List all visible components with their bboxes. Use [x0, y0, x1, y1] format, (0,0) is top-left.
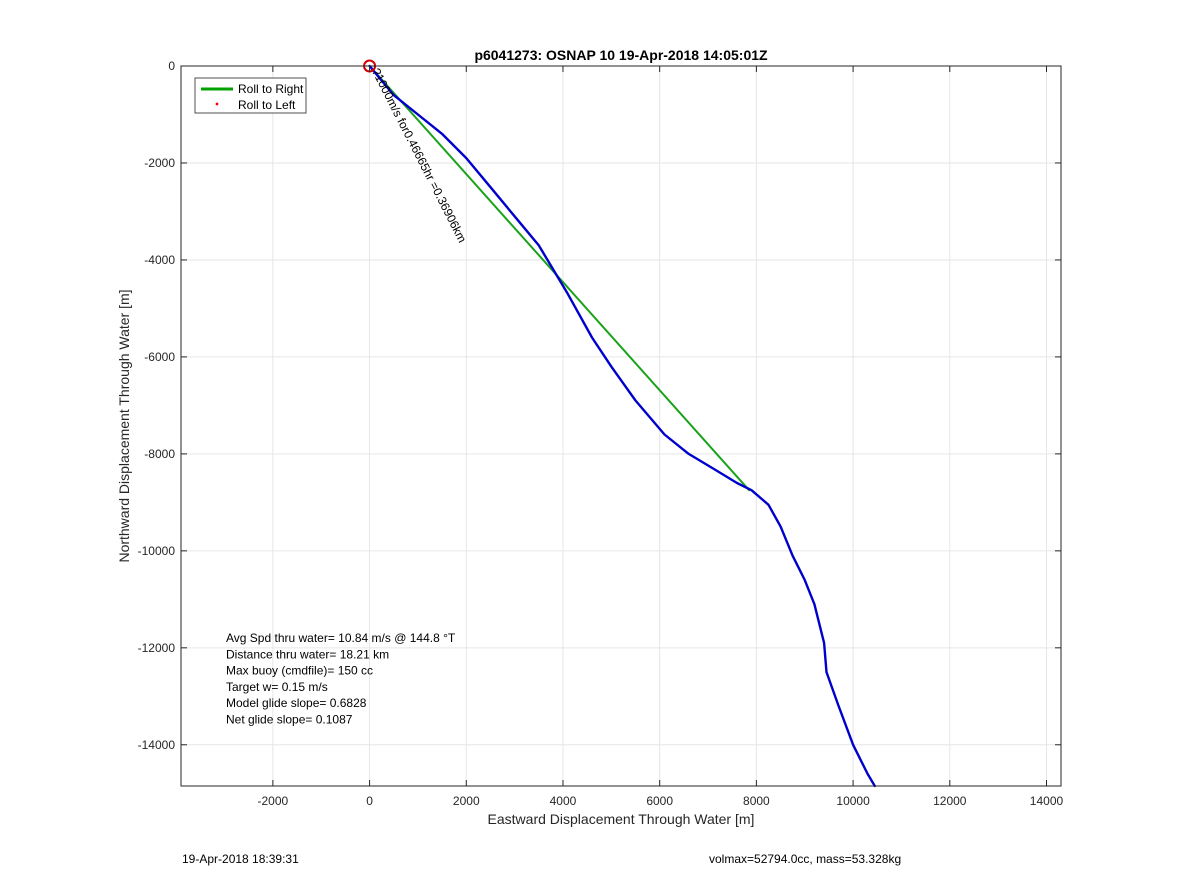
y-tick-label: -4000	[144, 253, 175, 267]
chart-title: p6041273: OSNAP 10 19-Apr-2018 14:05:01Z	[474, 47, 768, 63]
y-tick-label: -6000	[144, 350, 175, 364]
y-tick-label: -14000	[138, 738, 176, 752]
y-tick-label: 0	[168, 59, 175, 73]
stat-line: Net glide slope= 0.1087	[226, 713, 353, 727]
x-tick-label: 10000	[836, 794, 870, 808]
y-tick-label: -8000	[144, 447, 175, 461]
legend-label-roll-right: Roll to Right	[238, 82, 304, 96]
x-tick-label: 6000	[646, 794, 673, 808]
x-tick-label: 0	[366, 794, 373, 808]
grid-layer	[181, 65, 1061, 786]
tick-layer	[181, 65, 1061, 786]
stat-line: Max buoy (cmdfile)= 150 cc	[226, 664, 373, 678]
x-tick-label: 14000	[1030, 794, 1064, 808]
x-tick-label: 2000	[453, 794, 480, 808]
footer-timestamp: 19-Apr-2018 18:39:31	[182, 852, 299, 866]
legend: Roll to Right Roll to Left	[194, 77, 307, 114]
y-axis-label: Northward Displacement Through Water [m]	[116, 289, 132, 562]
stat-line: Model glide slope= 0.6828	[226, 696, 367, 710]
legend-label-roll-left: Roll to Left	[238, 98, 296, 112]
y-tick-labels: 0 -2000 -4000 -6000 -8000 -10000 -12000 -14000	[138, 59, 176, 752]
legend-box	[194, 77, 307, 114]
stat-line: Avg Spd thru water= 10.84 m/s @ 144.8 °T	[226, 631, 456, 645]
stat-line: Distance thru water= 18.21 km	[226, 647, 389, 661]
y-tick-label: -2000	[144, 156, 175, 170]
footer-volmax-mass: volmax=52794.0cc, mass=53.328kg	[709, 852, 902, 866]
x-axis-label: Eastward Displacement Through Water [m]	[488, 811, 755, 827]
plot-frame	[180, 65, 1062, 787]
legend-swatch-roll-left	[215, 102, 219, 106]
x-tick-label: 8000	[743, 794, 770, 808]
stat-line: Target w= 0.15 m/s	[226, 680, 328, 694]
series-line-track	[368, 64, 876, 788]
x-tick-label: -2000	[258, 794, 289, 808]
y-tick-label: -12000	[138, 641, 176, 655]
y-tick-label: -10000	[138, 544, 176, 558]
x-tick-label: 12000	[933, 794, 967, 808]
stats-block: Avg Spd thru water= 10.84 m/s @ 144.8 °T…	[226, 631, 456, 727]
x-tick-label: 4000	[550, 794, 577, 808]
x-tick-labels: -2000 0 2000 4000 6000 8000 10000 12000 14000	[258, 794, 1064, 808]
